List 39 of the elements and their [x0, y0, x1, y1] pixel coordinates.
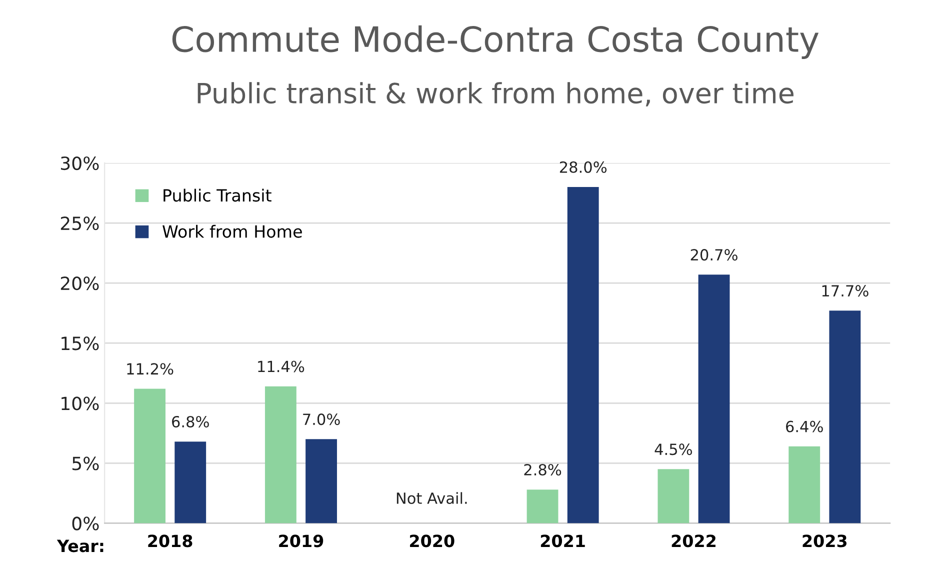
y-tick-label: 10% — [62, 396, 99, 410]
bar — [526, 490, 558, 524]
x-axis-title: Year: — [56, 540, 104, 552]
y-tick-label: 5% — [72, 456, 99, 470]
x-tick-label: 2022 — [672, 534, 716, 548]
y-tick-label: 0% — [72, 516, 99, 530]
x-tick-label: 2019 — [279, 534, 324, 548]
data-label: 17.7% — [822, 285, 868, 297]
data-label: 6.4% — [786, 420, 823, 432]
bar — [174, 442, 206, 524]
chart-title: Commute Mode-Contra Costa County — [172, 25, 819, 59]
data-label: 6.8% — [172, 416, 209, 428]
data-label: 7.0% — [303, 414, 340, 426]
bar — [658, 469, 690, 524]
data-label: 4.5% — [654, 444, 692, 456]
data-label: 11.2% — [127, 363, 174, 375]
x-tick-label: 2020 — [410, 534, 454, 548]
x-tick-label: 2021 — [540, 534, 585, 548]
y-tick-label: 20% — [60, 276, 99, 290]
bar — [788, 446, 820, 524]
data-label: 11.4% — [258, 360, 304, 372]
x-tick-label: 2023 — [802, 534, 847, 548]
x-tick-label: 2018 — [148, 534, 192, 548]
y-tick-label: 25% — [60, 216, 99, 230]
bar — [698, 274, 730, 524]
bar — [567, 186, 599, 524]
data-label: 28.0% — [560, 161, 607, 173]
bar — [134, 388, 166, 524]
legend-label: Public Transit — [164, 188, 272, 202]
chart-subtitle: Public transit & work from home, over time — [198, 82, 794, 106]
y-tick-label: 30% — [60, 156, 99, 170]
data-label: 2.8% — [524, 464, 562, 476]
bar — [829, 310, 861, 524]
data-label: 20.7% — [690, 249, 738, 261]
y-tick-label: 15% — [62, 336, 99, 350]
legend-label: Work from Home — [162, 224, 302, 238]
annotation: Not Avail. — [396, 492, 467, 504]
bar — [306, 439, 337, 524]
bar — [264, 386, 296, 524]
